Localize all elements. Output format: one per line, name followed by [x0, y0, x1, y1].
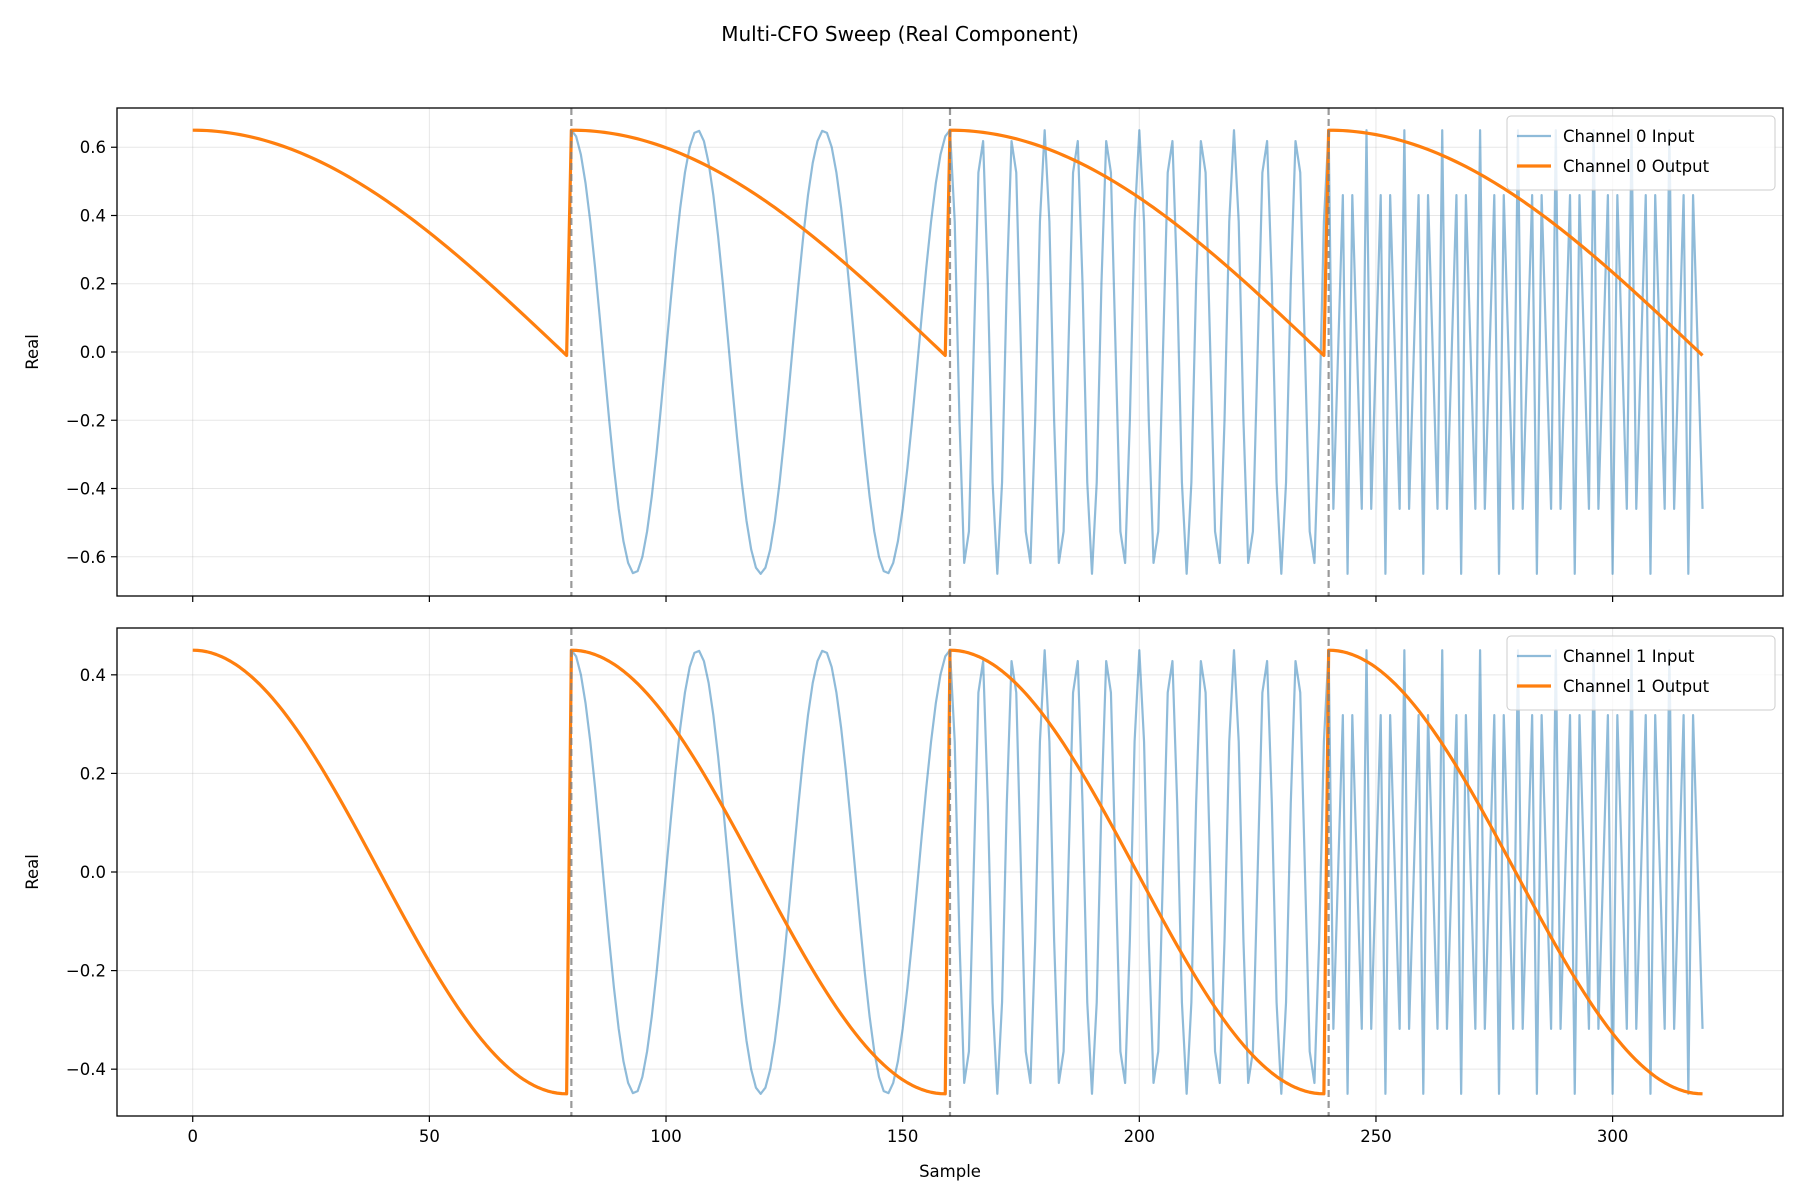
y-tick-label: −0.6: [66, 548, 106, 567]
legend: Channel 0 Input Channel 0 Output: [1506, 115, 1776, 191]
y-tick-label: 0.2: [80, 275, 106, 294]
x-tick-label: 250: [1360, 1127, 1392, 1146]
subplot-0: −0.6 −0.4 −0.2 0.0 0.2 0.4 0.6 Real Channel 0 In…: [23, 107, 1784, 602]
subplots: −0.6 −0.4 −0.2 0.0 0.2 0.4 0.6 Real Channel 0 In…: [23, 107, 1784, 1146]
y-tick-label: −0.4: [66, 480, 106, 499]
x-tick-label: 150: [887, 1127, 919, 1146]
plot-area: [192, 628, 1704, 1116]
x-tick-label: 200: [1124, 1127, 1156, 1146]
input-series-line: [570, 129, 1704, 575]
y-tick-label: 0.4: [80, 206, 106, 225]
legend: Channel 1 Input Channel 1 Output: [1506, 635, 1776, 711]
chart-title: Multi-CFO Sweep (Real Component): [721, 22, 1079, 46]
y-tick-label: 0.2: [80, 764, 106, 783]
y-tick-label: 0.4: [80, 666, 106, 685]
y-tick-label: 0.0: [80, 863, 106, 882]
legend-label: Channel 1 Input: [1563, 647, 1695, 666]
y-axis-label: Real: [23, 854, 42, 890]
x-axis-label: Sample: [919, 1162, 981, 1181]
legend-box: [1506, 115, 1776, 191]
x-tick-label: 0: [187, 1127, 198, 1146]
output-series-line: [192, 648, 1703, 1096]
y-tick-label: 0.6: [80, 138, 106, 157]
legend-box: [1506, 635, 1776, 711]
y-tick-label: −0.2: [66, 411, 106, 430]
y-tick-label: −0.2: [66, 962, 106, 981]
plot-area: [192, 108, 1704, 596]
legend-label: Channel 0 Output: [1563, 157, 1710, 176]
x-tick-label: 300: [1597, 1127, 1629, 1146]
x-tick-label: 100: [650, 1127, 682, 1146]
y-tick-label: −0.4: [66, 1060, 106, 1079]
output-series-line: [192, 128, 1704, 358]
x-tick-label: 50: [419, 1127, 440, 1146]
y-tick-label: 0.0: [80, 343, 106, 362]
input-series-line: [570, 649, 1704, 1095]
subplot-1: 0 50 100 150 200 250 300 −0.4 −0.2 0.0 0.2 0.4 Real C…: [23, 627, 1784, 1146]
legend-label: Channel 0 Input: [1563, 127, 1695, 146]
y-axis-label: Real: [23, 334, 42, 370]
legend-label: Channel 1 Output: [1563, 677, 1710, 696]
